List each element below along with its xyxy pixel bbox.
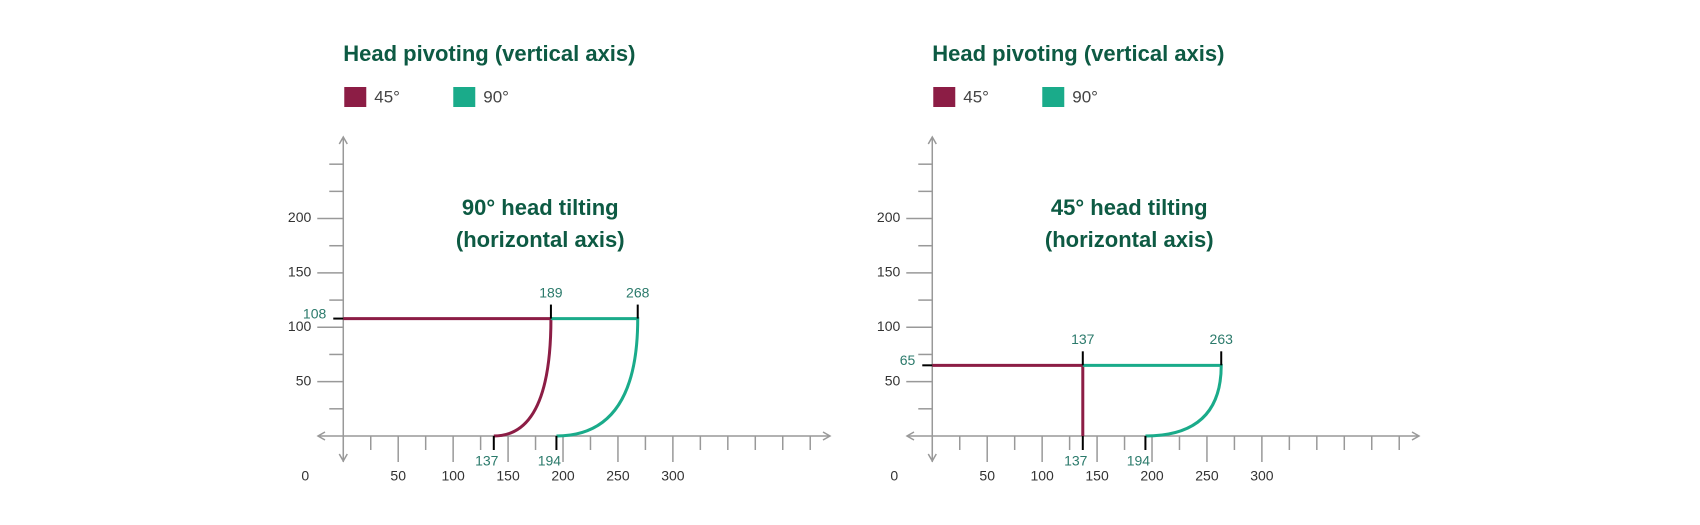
annotation: (horizontal axis) — [456, 227, 625, 252]
y-tick-label: 150 — [288, 264, 312, 280]
x-tick-label: 200 — [1140, 468, 1164, 484]
x-tick-label: 100 — [441, 468, 465, 484]
y-tick-label: 150 — [877, 264, 901, 280]
arrow — [316, 431, 326, 441]
x-tick-label: 0 — [301, 468, 309, 484]
legend-swatch — [344, 87, 367, 107]
legend-label: 90° — [483, 87, 509, 106]
value-label: 263 — [1210, 331, 1234, 347]
value-label: 194 — [538, 453, 562, 469]
chart-title: Head pivoting (vertical axis) — [343, 41, 635, 66]
arrow — [338, 135, 348, 145]
legend-swatch — [1042, 87, 1065, 107]
x-tick-label: 150 — [496, 468, 520, 484]
annotation: 90° head tilting — [462, 195, 619, 220]
legend-label: 90° — [1072, 87, 1098, 106]
series-line — [932, 363, 1085, 436]
value-label: 194 — [1127, 453, 1151, 469]
y-tick-label: 50 — [296, 372, 312, 388]
legend-label: 45° — [963, 87, 989, 106]
x-tick-label: 200 — [551, 468, 575, 484]
value-label: 65 — [900, 352, 916, 368]
x-tick-label: 150 — [1085, 468, 1109, 484]
legend-label: 45° — [374, 87, 400, 106]
x-tick-label: 250 — [606, 468, 630, 484]
series-line — [1082, 363, 1223, 438]
y-tick-label: 100 — [877, 318, 901, 334]
legend-swatch — [453, 87, 476, 107]
annotation: 45° head tilting — [1051, 195, 1208, 220]
arrow — [927, 135, 937, 145]
y-tick-label: 200 — [288, 209, 312, 225]
legend-swatch — [933, 87, 956, 107]
value-label: 137 — [1071, 331, 1095, 347]
x-tick-label: 300 — [661, 468, 685, 484]
arrow — [1411, 431, 1421, 441]
x-tick-label: 0 — [890, 468, 898, 484]
y-tick-label: 100 — [288, 318, 312, 334]
arrow — [822, 431, 832, 441]
y-tick-label: 200 — [877, 209, 901, 225]
annotation: (horizontal axis) — [1045, 227, 1214, 252]
value-label: 189 — [539, 284, 563, 300]
value-label: 268 — [626, 284, 650, 300]
x-tick-label: 100 — [1030, 468, 1054, 484]
series-line — [550, 317, 640, 438]
chart-title: Head pivoting (vertical axis) — [932, 41, 1224, 66]
y-tick-label: 50 — [885, 372, 901, 388]
x-tick-label: 50 — [390, 468, 406, 484]
value-label: 137 — [1064, 453, 1088, 469]
arrow — [905, 431, 915, 441]
x-tick-label: 300 — [1250, 468, 1274, 484]
x-tick-label: 50 — [979, 468, 995, 484]
value-label: 137 — [475, 453, 499, 469]
value-label: 108 — [303, 305, 327, 321]
series-line — [343, 317, 553, 438]
x-tick-label: 250 — [1195, 468, 1219, 484]
